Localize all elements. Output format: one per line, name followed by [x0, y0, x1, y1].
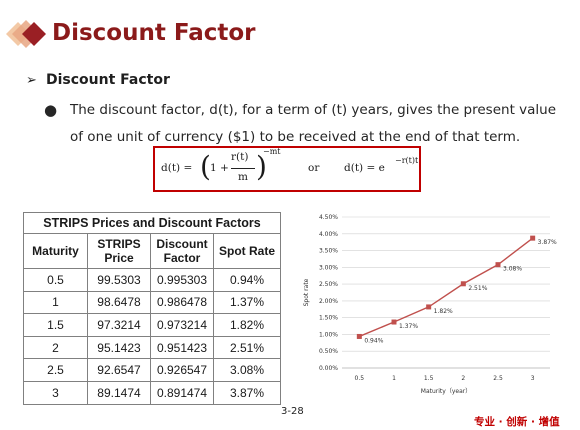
data-point: [530, 235, 536, 241]
table-cell: 92.6547: [87, 358, 151, 382]
formula-exponent: −mt: [263, 147, 281, 156]
table-cell: 0.995303: [150, 268, 214, 292]
data-label: 1.82%: [434, 308, 453, 315]
formula-or: or: [308, 162, 320, 174]
table-cell: 3.87%: [213, 380, 281, 405]
data-point: [391, 319, 397, 325]
x-tick-label: 3: [531, 375, 535, 382]
y-tick-label: 4.00%: [319, 231, 338, 238]
series-line: [359, 237, 534, 338]
column-header: Discount Factor: [150, 233, 214, 269]
x-tick-label: 1.5: [424, 375, 434, 382]
x-axis-title: Maturity（year）: [421, 388, 471, 395]
table-cell: 0.5: [23, 268, 88, 292]
y-tick-label: 0.50%: [319, 348, 338, 355]
table-cell: 95.1423: [87, 335, 151, 360]
spot-rate-chart: 0.00% 0.50% 1.00% 1.50% 2.00% 2.50% 3.00% 3.50%…: [303, 214, 557, 395]
x-tick-label: 2.5: [493, 375, 503, 382]
data-label: 1.37%: [399, 323, 418, 330]
table-row: 1 98.6478 0.986478 1.37%: [23, 290, 281, 315]
strips-table: STRIPS Prices and Discount Factors Matur…: [23, 212, 281, 405]
table-row: 3 89.1474 0.891474 3.87%: [23, 380, 281, 405]
table-cell: 1.5: [23, 313, 88, 337]
table-row: 0.5 99.5303 0.995303 0.94%: [23, 268, 281, 292]
table-cell: 1: [23, 290, 88, 315]
x-tick-label: 2: [461, 375, 465, 382]
formula-box: d(t) = ( 1 + r(t) m ) −mt or d(t) = e −r…: [153, 146, 421, 192]
arrow-bullet-icon: ➢: [26, 73, 37, 88]
table-cell: 3: [23, 380, 88, 405]
table-cell: 0.94%: [213, 268, 281, 292]
y-tick-label: 2.50%: [319, 281, 338, 288]
page-number: 3-28: [281, 406, 304, 417]
y-tick-label: 3.00%: [319, 264, 338, 271]
section-heading: ➢ Discount Factor: [26, 72, 170, 88]
table-row: 2 95.1423 0.951423 2.51%: [23, 335, 281, 360]
y-tick-label: 1.00%: [319, 331, 338, 338]
y-tick-label: 0.00%: [319, 365, 338, 372]
table-cell: 0.926547: [150, 358, 214, 382]
section-heading-text: Discount Factor: [46, 72, 170, 88]
data-label: 2.51%: [468, 285, 487, 292]
definition-text: The discount factor, d(t), for a term of…: [70, 102, 557, 145]
data-label: 0.94%: [364, 337, 383, 344]
formula-exponent-2: −r(t)t: [395, 156, 419, 165]
table-row: 1.5 97.3214 0.973214 1.82%: [23, 313, 281, 337]
y-tick-label: 4.50%: [319, 214, 338, 221]
data-label: 3.08%: [503, 266, 522, 273]
x-tick-label: 1: [392, 375, 396, 382]
table-cell: 99.5303: [87, 268, 151, 292]
formula-one-plus: 1 +: [210, 162, 229, 174]
column-header: Spot Rate: [213, 233, 281, 269]
column-header: Maturity: [23, 233, 88, 269]
table-cell: 98.6478: [87, 290, 151, 315]
table-cell: 2: [23, 335, 88, 360]
table-cell: 0.986478: [150, 290, 214, 315]
footer-slogan: 专业 · 创新 · 增值: [474, 416, 560, 428]
table-cell: 1.82%: [213, 313, 281, 337]
formula-denominator: m: [238, 171, 248, 183]
page-title: Discount Factor: [52, 20, 256, 46]
formula-left-paren: (: [200, 150, 211, 183]
y-axis-title: Spot rate: [303, 278, 310, 306]
table-cell: 0.973214: [150, 313, 214, 337]
data-label: 3.87%: [538, 239, 557, 246]
x-tick-label: 0.5: [355, 375, 365, 382]
dot-bullet-icon: ●: [44, 101, 58, 119]
y-tick-label: 3.50%: [319, 248, 338, 255]
formula-right-paren: ): [256, 150, 267, 183]
column-header: STRIPS Price: [87, 233, 151, 269]
table-cell: 2.5: [23, 358, 88, 382]
logo-diamonds-icon: [6, 20, 46, 48]
table-row: 2.5 92.6547 0.926547 3.08%: [23, 358, 281, 382]
table-cell: 0.891474: [150, 380, 214, 405]
data-point: [460, 281, 466, 287]
table-cell: 97.3214: [87, 313, 151, 337]
data-point: [495, 262, 501, 268]
table-caption: STRIPS Prices and Discount Factors: [23, 212, 281, 234]
formula-numerator: r(t): [231, 151, 249, 163]
definition-bullet: ● The discount factor, d(t), for a term …: [44, 97, 564, 151]
y-tick-label: 1.50%: [319, 315, 338, 322]
table-cell: 1.37%: [213, 290, 281, 315]
table-cell: 0.951423: [150, 335, 214, 360]
data-point: [356, 333, 362, 339]
formula-fraction-line: [231, 168, 255, 169]
table-cell: 89.1474: [87, 380, 151, 405]
data-point: [426, 304, 432, 310]
y-tick-label: 2.00%: [319, 298, 338, 305]
formula-lhs-1: d(t) =: [161, 162, 193, 174]
formula-lhs-2: d(t) = e: [344, 162, 385, 174]
table-cell: 2.51%: [213, 335, 281, 360]
table-cell: 3.08%: [213, 358, 281, 382]
